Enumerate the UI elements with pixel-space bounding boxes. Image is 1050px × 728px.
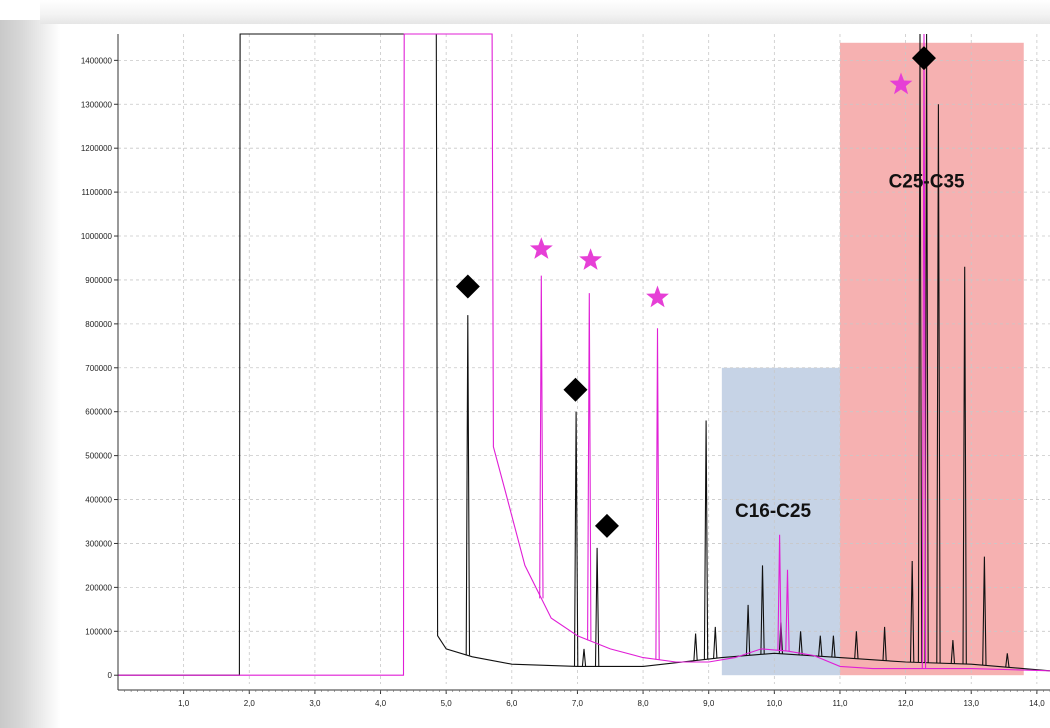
gridlines [118, 34, 1050, 684]
series-2-peak [785, 569, 790, 652]
series-1-peak [713, 626, 718, 659]
series-1-peak [917, 33, 923, 663]
series-1-peak [950, 640, 956, 664]
star-marker [889, 72, 913, 95]
y-tick-label: 700000 [85, 364, 112, 373]
series-1-peak [798, 631, 803, 656]
x-tick-label: 1,0 [178, 699, 190, 708]
series-1-peak [760, 565, 765, 655]
series-traces [118, 33, 1050, 676]
y-tick-label: 300000 [85, 539, 112, 548]
shaded-region-2 [839, 42, 1024, 676]
y-tick-label: 1400000 [81, 56, 113, 65]
star-marker [529, 237, 553, 259]
x-tick-label: 7,0 [572, 699, 584, 708]
star-marker [646, 285, 669, 308]
x-tick-label: 6,0 [506, 699, 518, 708]
x-tick-label: 14,0 [1029, 699, 1045, 708]
x-tick-label: 4,0 [375, 699, 387, 708]
y-tick-label: 500000 [85, 452, 112, 461]
series-1-peak [581, 648, 587, 667]
series-1-peak [882, 626, 887, 661]
series-1-trace [118, 33, 1050, 676]
left-edge-shadow [0, 20, 60, 728]
y-tick-label: 400000 [85, 496, 112, 505]
peak-markers [455, 46, 936, 538]
y-tick-label: 800000 [85, 320, 112, 329]
series-2-peak [539, 275, 544, 599]
series-1-peak [693, 633, 698, 661]
y-tick-label: 1100000 [81, 188, 112, 197]
region-label-1: C16-C25 [735, 501, 811, 522]
series-1-peak [831, 635, 836, 658]
y-tick-label: 600000 [85, 408, 112, 417]
series-1-peak [936, 104, 941, 664]
series-2-peak [655, 328, 660, 660]
star-marker [579, 248, 602, 270]
x-tick-label: 9,0 [703, 699, 715, 708]
x-tick-label: 2,0 [244, 699, 256, 708]
y-tick-label: 200000 [85, 583, 112, 592]
axes: 0 100000 200000 300000 400000 500000 600000 700… [81, 34, 1050, 708]
y-tick-label: 900000 [85, 276, 112, 285]
series-1-peak [962, 266, 967, 665]
series-1-peak [465, 315, 471, 656]
series-1-peak [854, 631, 859, 659]
series-2-peak [777, 534, 782, 651]
series-1-peak [703, 420, 709, 660]
top-edge-shadow [40, 0, 1050, 24]
region-label-2: C25-C35 [889, 172, 965, 193]
diamond-marker [563, 377, 588, 402]
series-2-peak [921, 33, 927, 669]
y-tick-label: 1300000 [81, 100, 113, 109]
x-tick-label: 10,0 [767, 699, 783, 708]
series-1-peak [745, 604, 751, 656]
series-1-peak [1005, 653, 1010, 668]
series-1-peak [573, 411, 579, 667]
x-tick-label: 11,0 [832, 699, 848, 708]
diamond-marker [911, 46, 936, 71]
diamond-marker [455, 274, 480, 299]
diamond-marker [594, 513, 619, 538]
y-tick-label: 1200000 [81, 144, 113, 153]
series-1-peak [594, 547, 600, 667]
y-tick-label: 1000000 [81, 232, 113, 241]
series-2-trace [118, 33, 1050, 676]
x-tick-label: 3,0 [309, 699, 321, 708]
y-tick-label: 0 [108, 671, 113, 680]
series-1-peak [982, 556, 987, 666]
y-tick-label: 100000 [85, 627, 112, 636]
x-tick-label: 12,0 [898, 699, 914, 708]
series-1-peak [818, 635, 823, 657]
region-labels: C16-C25 C25-C35 [735, 172, 965, 522]
series-2-peak [587, 293, 592, 641]
series-1-peak [909, 560, 915, 663]
x-tick-label: 5,0 [441, 699, 453, 708]
x-tick-label: 8,0 [638, 699, 650, 708]
x-tick-label: 13,0 [963, 699, 979, 708]
